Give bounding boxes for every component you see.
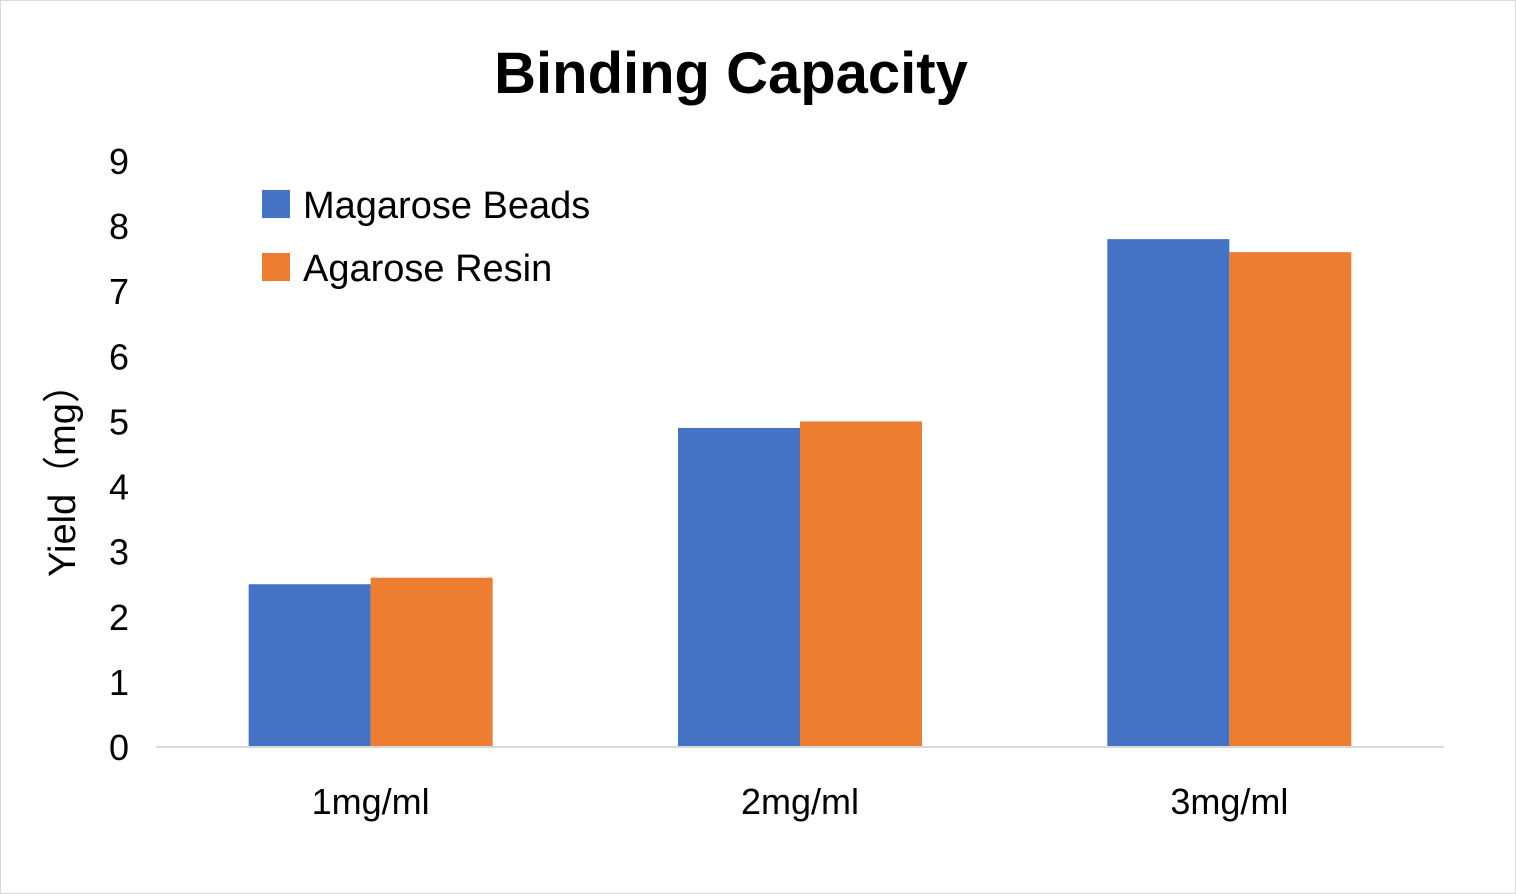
legend-label: Magarose Beads: [303, 185, 590, 227]
y-tick-label: 6: [109, 336, 129, 377]
bar-magarose-beads: [248, 584, 371, 747]
x-category-label: 1mg/ml: [312, 781, 430, 822]
y-axis-ticks: 0 1 2 3 4 5 6 7 8 9: [109, 141, 129, 768]
y-axis-title: Yield（mg）: [42, 365, 84, 577]
y-tick-label: 3: [109, 532, 129, 573]
y-tick-label: 0: [109, 727, 129, 768]
bar-agarose-resin: [370, 577, 493, 747]
legend-label: Agarose Resin: [303, 248, 552, 290]
y-tick-label: 5: [109, 401, 129, 442]
y-tick-label: 9: [109, 141, 129, 182]
legend-swatch: [262, 190, 290, 218]
x-axis-categories: 1mg/ml 2mg/ml 3mg/ml: [312, 781, 1289, 822]
legend: Magarose Beads Agarose Resin: [262, 185, 590, 290]
bar-agarose-resin: [1229, 252, 1352, 747]
y-tick-label: 7: [109, 271, 129, 312]
bar-magarose-beads: [1107, 239, 1230, 747]
y-tick-label: 1: [109, 662, 129, 703]
y-tick-label: 4: [109, 467, 129, 508]
y-tick-label: 8: [109, 206, 129, 247]
bar-agarose-resin: [800, 421, 922, 747]
y-tick-label: 2: [109, 597, 129, 638]
chart-title: Binding Capacity: [494, 41, 968, 106]
bar-magarose-beads: [678, 427, 800, 747]
bars-layer: [248, 239, 1352, 747]
legend-swatch: [262, 253, 290, 281]
x-category-label: 3mg/ml: [1170, 781, 1288, 822]
x-category-label: 2mg/ml: [741, 781, 859, 822]
